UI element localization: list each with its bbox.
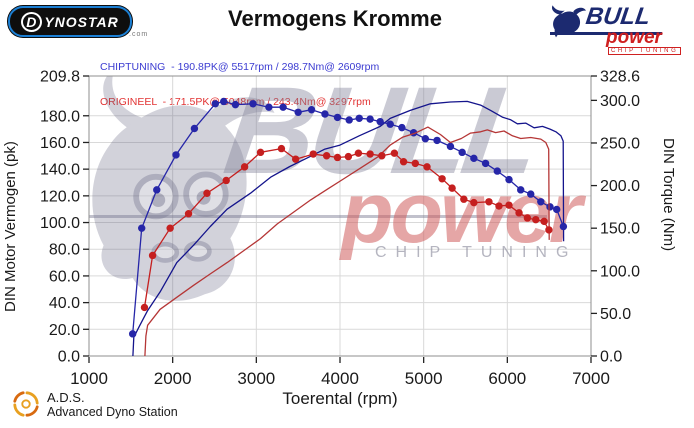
bull-logo-underline [550, 32, 662, 35]
y-right-tick-label: 150.0 [600, 221, 640, 238]
y-left-tick-label: 80.0 [49, 242, 80, 259]
x-tick-label: 7000 [572, 369, 610, 388]
ads-swirl-icon [13, 391, 39, 417]
x-tick-label: 5000 [405, 369, 443, 388]
bullpower-logo: BULL power CHIP TUNING [548, 3, 690, 55]
legend-chiptuning: CHIPTUNING - 190.8PK@ 5517rpm / 298.7Nm@… [100, 61, 380, 73]
y-left-tick-label: 180.0 [40, 108, 80, 125]
bull-icon [552, 5, 586, 38]
x-tick-label: 2000 [154, 369, 192, 388]
y-left-tick-label: 209.8 [40, 69, 80, 86]
y-axis-left-title: DIN Motor Vermogen (pk) [2, 141, 19, 312]
ads-footer: A.D.S. Advanced Dyno Station [12, 390, 178, 419]
page-title: Vermogens Kromme [228, 6, 442, 31]
y-right-tick-label: 328.6 [600, 69, 640, 86]
y-right-tick-label: 100.0 [600, 263, 640, 280]
dynostar-logo-text: YNOSTAR [44, 13, 119, 30]
plot-watermark-area: BULL power CHIP TUNING [89, 76, 591, 356]
dynostar-logo-com: .com [129, 31, 149, 38]
y-left-tick-label: 0.0 [58, 349, 80, 366]
y-left-tick-label: 40.0 [49, 295, 80, 312]
y-left-tick-label: 20.0 [49, 322, 80, 339]
y-axis-right-title: DIN Torque (Nm) [660, 138, 677, 252]
y-left-tick-label: 100.0 [40, 215, 80, 232]
y-right-tick-label: 250.0 [600, 135, 640, 152]
x-tick-label: 6000 [488, 369, 526, 388]
dynostar-logo-d: D [21, 11, 43, 32]
y-left-tick-label: 140.0 [40, 162, 80, 179]
y-right-tick-label: 200.0 [600, 178, 640, 195]
chip-tuning-logo-text: CHIP TUNING [608, 47, 682, 55]
x-tick-label: 4000 [321, 369, 359, 388]
y-right-tick-label: 0.0 [600, 349, 622, 366]
y-left-tick-label: 120.0 [40, 188, 80, 205]
y-right-tick-label: 50.0 [600, 306, 631, 323]
y-right-tick-label: 300.0 [600, 93, 640, 110]
dynostar-logo: D YNOSTAR [8, 6, 132, 37]
x-axis-title: Toerental (rpm) [282, 389, 397, 408]
y-left-tick-label: 160.0 [40, 135, 80, 152]
x-tick-label: 1000 [70, 369, 108, 388]
y-left-tick-label: 60.0 [49, 268, 80, 285]
x-tick-label: 3000 [237, 369, 275, 388]
ads-name: Advanced Dyno Station [47, 405, 178, 419]
power-logo-text: power [606, 27, 662, 48]
chip-tuning-watermark-text: CHIP TUNING [375, 244, 578, 261]
ads-abbr: A.D.S. [47, 390, 85, 405]
